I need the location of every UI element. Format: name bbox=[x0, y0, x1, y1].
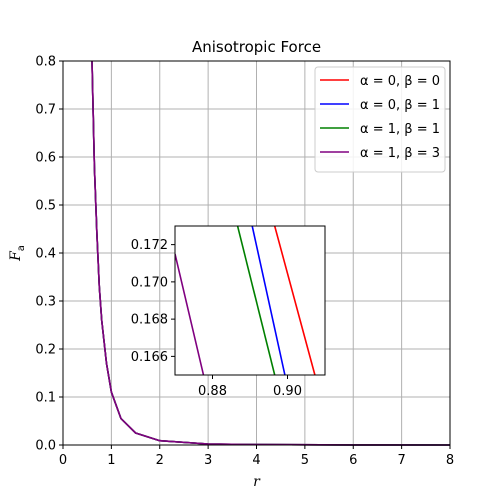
y-tick-label: 0.4 bbox=[35, 247, 56, 262]
y-tick-label: 0.6 bbox=[35, 151, 56, 166]
inset-x-tick-label: 0.88 bbox=[198, 384, 227, 399]
x-tick-label: 5 bbox=[301, 453, 309, 468]
x-tick-label: 3 bbox=[204, 453, 212, 468]
inset-background bbox=[175, 226, 325, 375]
x-tick-label: 1 bbox=[107, 453, 115, 468]
inset-series-line-1 bbox=[251, 226, 286, 375]
inset-series-line-2 bbox=[236, 226, 276, 375]
x-tick-label: 6 bbox=[349, 453, 357, 468]
x-tick-label: 2 bbox=[156, 453, 164, 468]
legend-label: α = 1, β = 3 bbox=[360, 146, 440, 161]
x-tick-label: 4 bbox=[252, 453, 260, 468]
x-tick-label: 8 bbox=[446, 453, 454, 468]
inset-series-layer bbox=[175, 226, 316, 375]
chart-title: Anisotropic Force bbox=[192, 38, 321, 56]
inset-series-line-3 bbox=[175, 253, 205, 375]
legend-box bbox=[314, 66, 446, 173]
x-axis-label: r bbox=[253, 474, 261, 490]
y-tick-label: 0.3 bbox=[35, 295, 56, 310]
inset-y-tick-label: 0.170 bbox=[131, 275, 168, 290]
y-tick-label: 0.1 bbox=[35, 391, 56, 406]
legend-label: α = 0, β = 0 bbox=[360, 74, 440, 89]
inset-ticks: 0.88 0.90 0.166 0.168 0.170 0.172 bbox=[131, 238, 302, 399]
inset-series-line-0 bbox=[273, 226, 316, 375]
inset-y-tick-label: 0.166 bbox=[131, 350, 168, 365]
y-tick-label: 0.2 bbox=[35, 343, 56, 358]
inset-y-tick-label: 0.172 bbox=[131, 238, 168, 253]
y-tick-label: 0.8 bbox=[35, 55, 56, 70]
inset-x-tick-label: 0.90 bbox=[273, 384, 302, 399]
main-ticks: 0 1 2 3 4 5 6 7 8 0.0 0.1 0.2 0.3 0.4 0.5 0.6 0.7 0.8 bbox=[35, 55, 454, 469]
inset-y-tick-label: 0.168 bbox=[131, 313, 168, 328]
x-tick-label: 7 bbox=[397, 453, 405, 468]
legend-label: α = 0, β = 1 bbox=[360, 98, 440, 113]
inset-plot-frame bbox=[174, 225, 326, 376]
y-tick-label: 0.0 bbox=[35, 439, 56, 454]
legend-label: α = 1, β = 1 bbox=[360, 122, 440, 137]
legend: α = 0, β = 0 α = 0, β = 1 α = 1, β = 1 α = … bbox=[314, 66, 446, 173]
y-axis-label: Fa bbox=[8, 245, 27, 262]
x-tick-label: 0 bbox=[59, 453, 67, 468]
y-tick-label: 0.7 bbox=[35, 103, 56, 118]
y-tick-label: 0.5 bbox=[35, 199, 56, 214]
